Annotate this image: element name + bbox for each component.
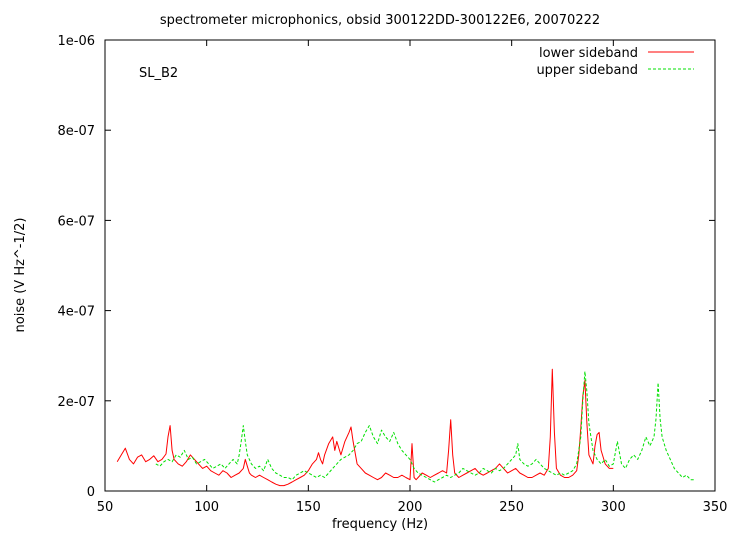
legend-label-lower-sideband: lower sideband [539, 46, 638, 61]
series-line-upper-sideband [155, 371, 695, 483]
x-tick-label: 300 [601, 500, 626, 515]
y-tick-label: 8e-07 [57, 124, 95, 139]
x-tick-label: 200 [398, 500, 423, 515]
plot-annotation: SL_B2 [139, 66, 178, 81]
x-tick-label: 350 [703, 500, 728, 515]
y-tick-label: 6e-07 [57, 214, 95, 229]
legend: lower sideband upper sideband [536, 46, 694, 78]
plot-lines [116, 368, 695, 487]
x-tick-label: 250 [499, 500, 524, 515]
y-tick-label: 1e-06 [57, 34, 95, 49]
x-axis-label: frequency (Hz) [332, 517, 428, 532]
chart-title: spectrometer microphonics, obsid 300122D… [160, 13, 600, 28]
y-axis-label: noise (V Hz^-1/2) [13, 218, 28, 333]
y-tick-label: 4e-07 [57, 305, 95, 320]
x-tick-label: 50 [97, 500, 114, 515]
legend-label-upper-sideband: upper sideband [536, 63, 638, 78]
series-line-lower-sideband [116, 368, 614, 487]
y-tick-label: 2e-07 [57, 395, 95, 410]
x-tick-label: 150 [296, 500, 321, 515]
y-tick-label: 0 [87, 485, 95, 500]
x-tick-label: 100 [194, 500, 219, 515]
axis-ticks: 50 100 150 200 250 300 350 0 2e-07 4e-07 6e-07 8e-0… [57, 34, 727, 515]
